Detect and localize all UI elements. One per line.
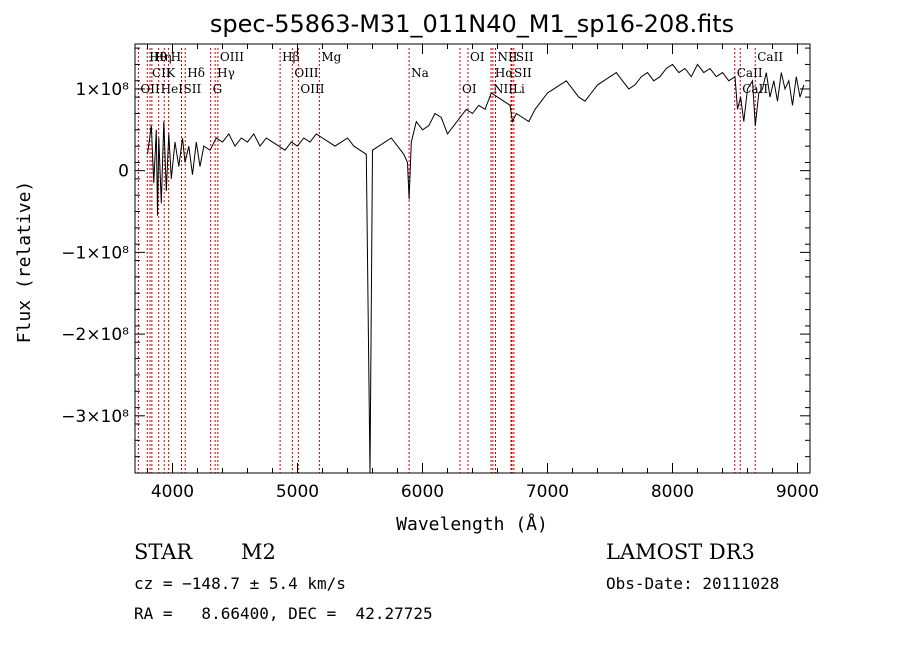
line-marker-label: CaII [742,82,768,96]
line-marker-labels: HθCIIOIIHηKHeIHHδSIIOIIIHγGHβOIIIOIIIMgN… [140,50,783,96]
line-marker-label: CII [152,66,171,80]
x-axis-label: Wavelength (Å) [396,513,548,535]
line-marker-label: Hβ [282,50,299,64]
y-tick-label: −2×10⁸ [61,325,129,345]
line-marker-label: OI [462,82,477,96]
survey-name: LAMOST DR3 [606,540,755,564]
line-marker-label: OIII [220,50,244,64]
line-marker-label: SII [516,50,534,64]
plot-frame [134,43,811,474]
line-marker-label: Hα [495,66,514,80]
y-axis-label: Flux (relative) [14,181,35,344]
line-marker-label: Hη [154,50,172,64]
line-marker-label: H [171,50,181,64]
x-tick-label: 6000 [401,482,444,502]
line-marker-label: Hθ [149,50,167,64]
line-marker-label: Hγ [217,66,235,80]
x-tick-label: 4000 [151,482,194,502]
line-marker-label: Hδ [187,66,205,80]
x-tick-label: 9000 [776,482,819,502]
line-markers [137,48,756,473]
line-marker-label: OIII [300,82,324,96]
y-tick-label: −3×10⁸ [61,407,129,427]
spectrum-line [147,63,805,474]
y-tick-label: 0 [118,162,129,182]
line-marker-label: G [213,82,223,96]
line-marker-label: OI [470,50,485,64]
chart-title: spec-55863-M31_011N40_M1_sp16-208.fits [210,10,734,38]
line-marker-label: K [166,66,176,80]
line-marker-label: CaII [737,66,763,80]
line-marker-label: Na [411,66,429,80]
line-marker-label: Mg [321,50,341,64]
y-tick-label: −1×10⁸ [61,243,129,263]
spectrum-chart: spec-55863-M31_011N40_M1_sp16-208.fits H… [14,10,819,535]
line-marker-label: SII [184,82,202,96]
x-tick-label: 7000 [526,482,569,502]
x-axis-ticks: 4000 5000 6000 7000 8000 9000 [147,44,819,502]
line-marker-label: OIII [294,66,318,80]
line-marker-label: NII [498,50,518,64]
observation-date: Obs-Date: 20111028 [606,574,780,593]
line-marker-label: NII [493,82,513,96]
y-axis-ticks: 1×10⁸ 0 −1×10⁸ −2×10⁸ −3×10⁸ [61,47,810,458]
line-marker-label: HeI [161,82,184,96]
object-subclass: M2 [241,540,276,564]
coordinates: RA = 8.66400, DEC = 42.27725 [134,604,433,623]
line-marker-label: CaII [757,50,783,64]
line-marker-label: SII [514,66,532,80]
x-tick-label: 8000 [651,482,694,502]
line-marker-label: Li [513,82,525,96]
line-marker-label: OII [140,82,160,96]
object-class: STAR [134,540,193,564]
redshift-velocity: cz = −148.7 ± 5.4 km/s [134,574,346,593]
y-tick-label: 1×10⁸ [75,80,129,100]
x-tick-label: 5000 [276,482,319,502]
